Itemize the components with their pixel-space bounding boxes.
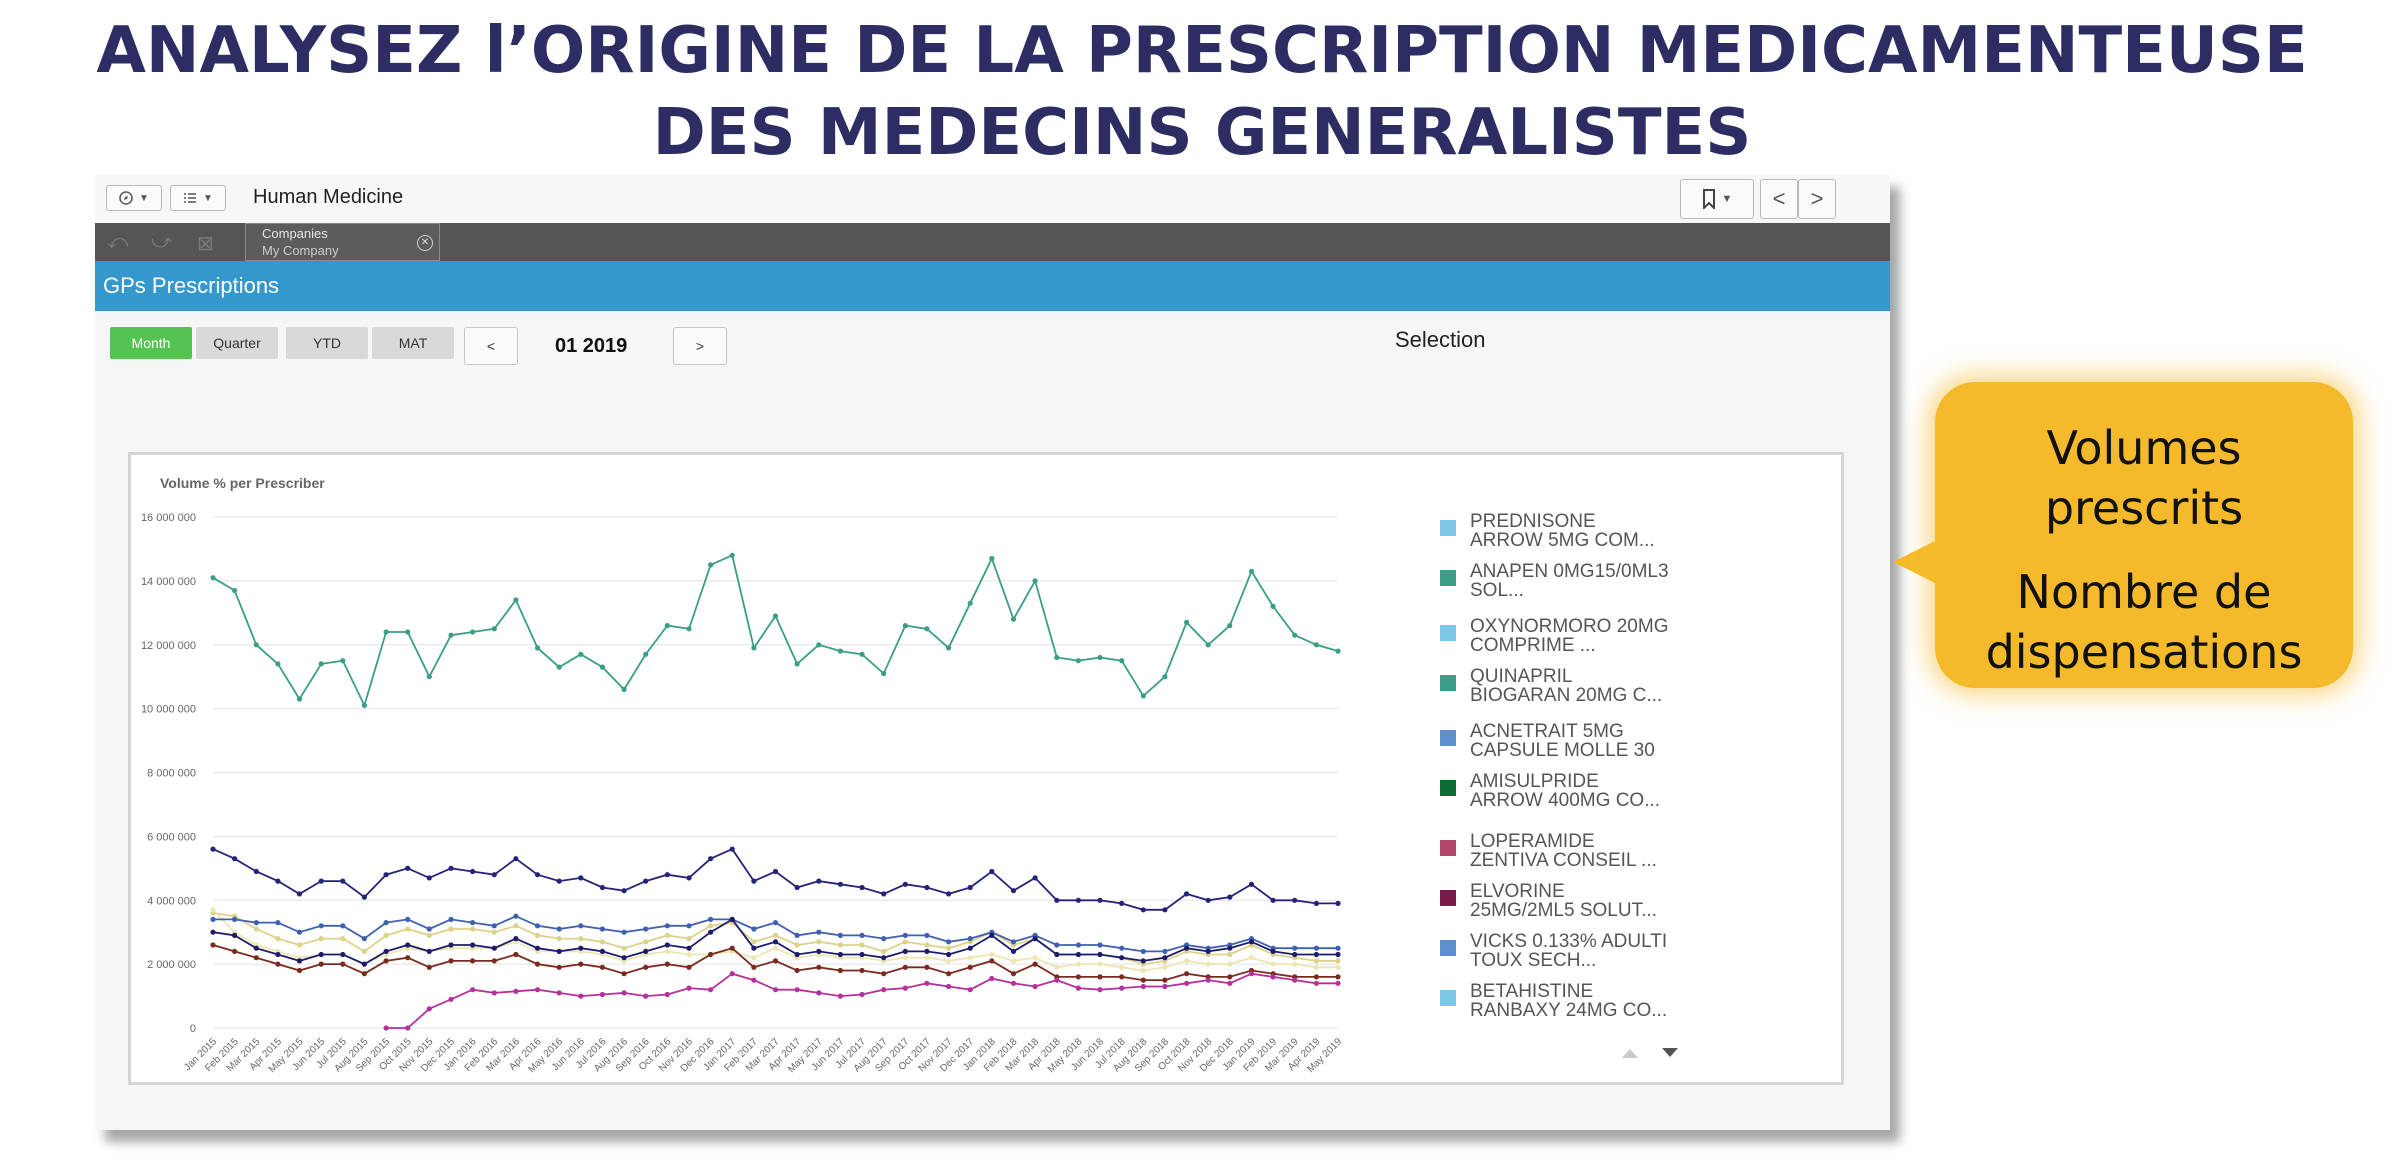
legend-title: Selection xyxy=(1395,327,1486,352)
slide-title: ANALYSEZ l’ORIGINE DE LA PRESCRIPTION ME… xyxy=(0,10,2404,174)
legend-label: OXYNORMORO 20MG COMPRIME ... xyxy=(1470,616,1669,656)
previous-sheet-button[interactable]: < xyxy=(1760,179,1798,219)
legend-swatch xyxy=(1440,730,1456,746)
legend-label: QUINAPRIL BIOGARAN 20MG C... xyxy=(1470,666,1663,706)
selection-value: My Company xyxy=(262,243,339,258)
legend-item[interactable]: VICKS 0.133% ADULTI TOUX SECH... xyxy=(1440,932,1670,970)
callout-tail xyxy=(1893,540,1937,584)
legend-swatch xyxy=(1440,780,1456,796)
legend-swatch xyxy=(1440,840,1456,856)
clear-all-icon[interactable]: ⊠ xyxy=(197,233,214,255)
compass-icon xyxy=(119,191,133,205)
slide-title-line2: DES MEDECINS GENERALISTES xyxy=(652,96,1752,170)
legend-item[interactable]: ACNETRAIT 5MG CAPSULE MOLLE 30 xyxy=(1440,722,1670,760)
period-mat-button[interactable]: MAT xyxy=(372,327,454,359)
toolbar: ▼ ▼ Human Medicine ▼ < > xyxy=(95,175,1890,224)
slide-title-line1: ANALYSEZ l’ORIGINE DE LA PRESCRIPTION ME… xyxy=(96,14,2308,88)
callout-line2: prescrits xyxy=(2044,481,2244,535)
legend-swatch xyxy=(1440,625,1456,641)
sheet-title: GPs Prescriptions xyxy=(103,273,280,298)
selection-field: Companies xyxy=(262,226,328,241)
sheet-header: GPs Prescriptions xyxy=(95,261,1890,311)
legend-item[interactable]: LOPERAMIDE ZENTIVA CONSEIL ... xyxy=(1440,832,1670,870)
legend-swatch xyxy=(1440,940,1456,956)
chevron-down-icon: ▼ xyxy=(203,192,213,204)
legend-scroll-up-icon[interactable] xyxy=(1620,1046,1640,1060)
legend-item[interactable]: QUINAPRIL BIOGARAN 20MG C... xyxy=(1440,667,1670,705)
legend-item[interactable]: ANAPEN 0MG15/0ML3 SOL... xyxy=(1440,562,1670,600)
legend-swatch xyxy=(1440,570,1456,586)
legend-swatch xyxy=(1440,990,1456,1006)
chevron-down-icon: ▼ xyxy=(139,192,149,204)
navigation-menu-button[interactable]: ▼ xyxy=(106,185,162,211)
bookmarks-button[interactable]: ▼ xyxy=(1680,179,1754,219)
step-back-icon[interactable]: ⤺ xyxy=(107,231,129,253)
period-ytd-button[interactable]: YTD xyxy=(286,327,368,359)
legend-swatch xyxy=(1440,890,1456,906)
legend-item[interactable]: ELVORINE 25MG/2ML5 SOLUT... xyxy=(1440,882,1670,920)
legend-label: AMISULPRIDE ARROW 400MG CO... xyxy=(1470,771,1661,811)
period-month-button[interactable]: Month xyxy=(110,327,192,359)
close-icon[interactable]: ✕ xyxy=(417,235,433,251)
legend-label: ELVORINE 25MG/2ML5 SOLUT... xyxy=(1470,881,1657,921)
app-title: Human Medicine xyxy=(253,186,404,208)
callout-line1: Volumes xyxy=(2046,421,2242,475)
list-icon xyxy=(184,193,197,203)
legend-swatch xyxy=(1440,675,1456,691)
callout-line4: dispensations xyxy=(1985,625,2303,679)
legend-swatch xyxy=(1440,520,1456,536)
step-forward-icon[interactable]: ⤻ xyxy=(151,231,173,253)
legend-item[interactable]: BETAHISTINE RANBAXY 24MG CO... xyxy=(1440,982,1670,1020)
period-next-button[interactable]: > xyxy=(673,327,727,365)
period-quarter-button[interactable]: Quarter xyxy=(196,327,278,359)
legend-item[interactable]: PREDNISONE ARROW 5MG COM... xyxy=(1440,512,1670,550)
legend-label: VICKS 0.133% ADULTI TOUX SECH... xyxy=(1470,931,1668,971)
callout-line3: Nombre de xyxy=(2016,565,2272,619)
current-period: 01 2019 xyxy=(555,335,628,357)
next-sheet-button[interactable]: > xyxy=(1798,179,1836,219)
sheet-menu-button[interactable]: ▼ xyxy=(170,185,226,211)
legend-label: ACNETRAIT 5MG CAPSULE MOLLE 30 xyxy=(1470,721,1655,761)
legend-label: BETAHISTINE RANBAXY 24MG CO... xyxy=(1470,981,1668,1021)
chevron-down-icon: ▼ xyxy=(1721,193,1733,205)
legend-item[interactable]: AMISULPRIDE ARROW 400MG CO... xyxy=(1440,772,1670,810)
selection-chip[interactable]: Companies My Company ✕ xyxy=(245,223,440,261)
period-prev-button[interactable]: < xyxy=(464,327,518,365)
legend-label: ANAPEN 0MG15/0ML3 SOL... xyxy=(1470,561,1669,601)
bookmark-icon xyxy=(1702,189,1715,209)
selections-bar: ⤺ ⤻ ⊠ Companies My Company ✕ xyxy=(95,223,1890,261)
legend-scroll-down-icon[interactable] xyxy=(1660,1046,1680,1060)
legend-item[interactable]: OXYNORMORO 20MG COMPRIME ... xyxy=(1440,617,1670,655)
legend-label: LOPERAMIDE ZENTIVA CONSEIL ... xyxy=(1470,831,1657,871)
callout-box xyxy=(1935,382,2353,688)
legend-label: PREDNISONE ARROW 5MG COM... xyxy=(1470,511,1655,551)
